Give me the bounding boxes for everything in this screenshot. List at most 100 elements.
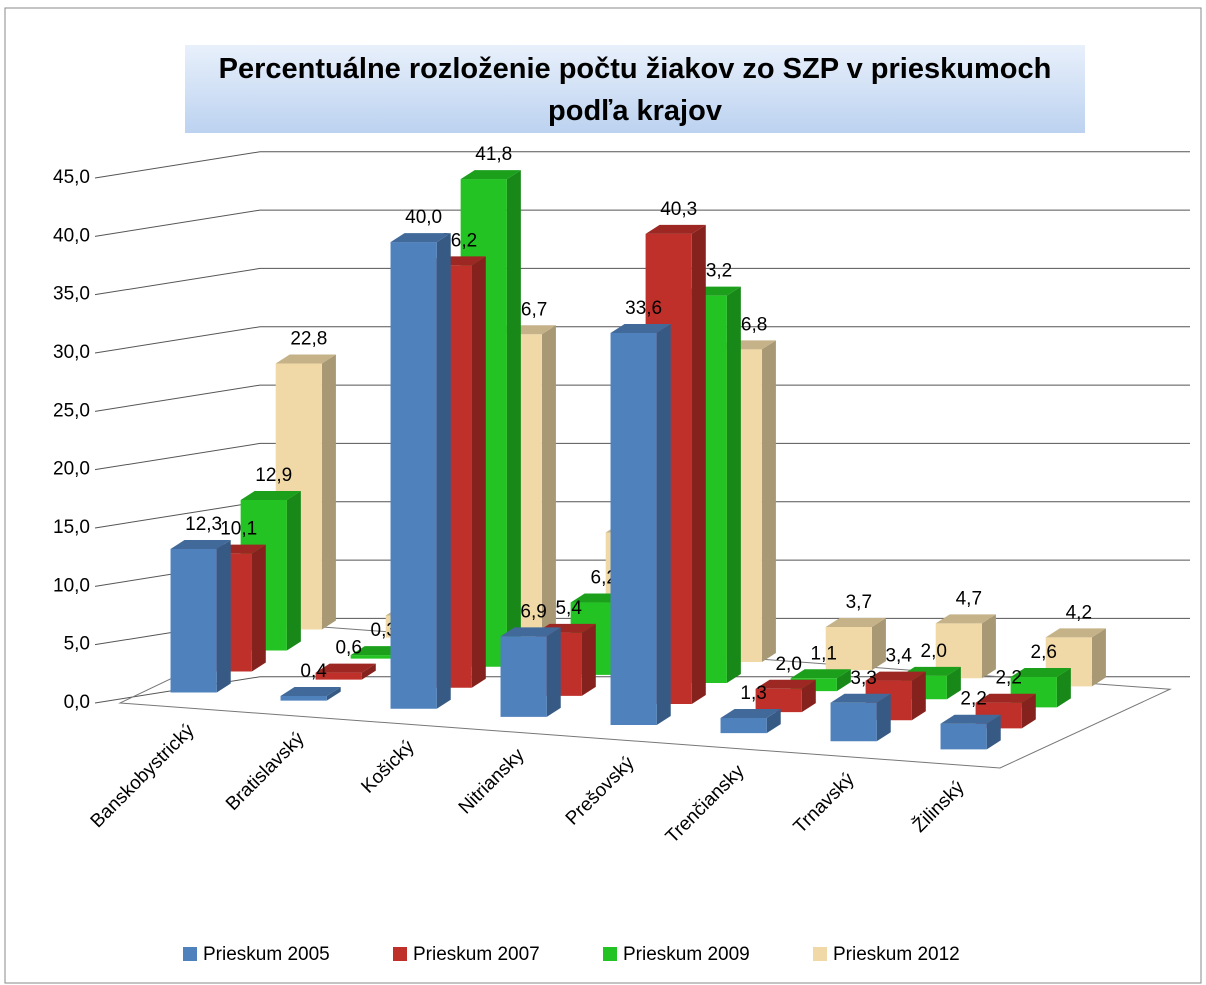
bar-side <box>656 324 671 725</box>
data-label: 2,2 <box>995 668 1021 689</box>
data-label: 2,2 <box>960 689 986 710</box>
bar <box>940 723 987 750</box>
bar-side <box>761 340 776 662</box>
y-tick-label: 40,0 <box>53 225 90 246</box>
bar-top <box>500 627 561 637</box>
data-label: 12,9 <box>255 465 292 486</box>
chart-border <box>4 7 1202 984</box>
bar-side <box>541 325 556 646</box>
bar <box>720 717 767 734</box>
bar-side <box>361 663 376 680</box>
bar-side <box>1056 668 1071 708</box>
data-label: 10,1 <box>220 519 257 540</box>
bar-side <box>801 679 816 713</box>
bar-top <box>610 324 671 333</box>
bar-top <box>975 693 1036 703</box>
bar-side <box>871 617 886 671</box>
bar-side <box>876 693 891 742</box>
bar-top <box>275 354 336 364</box>
legend-swatch <box>603 947 617 961</box>
bar <box>610 333 657 725</box>
bar-side <box>321 354 336 630</box>
bar <box>825 626 872 671</box>
bar-side <box>506 170 521 667</box>
bar <box>500 636 547 717</box>
bar-side <box>216 540 231 693</box>
bar <box>390 242 437 709</box>
bar <box>315 672 362 680</box>
grid-line <box>94 151 1190 179</box>
data-label: 3,3 <box>850 668 876 689</box>
data-label: 4,7 <box>956 588 982 609</box>
grid-line <box>94 326 1190 354</box>
bar-top <box>460 170 521 180</box>
bar-top <box>170 540 231 549</box>
bar-top <box>720 708 781 718</box>
plot-area: 0,0 5,0 10,0 15,0 20,0 25,0 30,0 35,0 40,0 45,0 22… <box>53 144 1190 848</box>
bar-side <box>581 623 596 696</box>
bar <box>830 702 877 742</box>
data-label: 33,6 <box>625 298 662 319</box>
y-tick-label: 30,0 <box>53 342 90 363</box>
bar <box>170 549 217 693</box>
legend-label: Prieskum 2009 <box>623 944 750 965</box>
data-label: 41,8 <box>475 144 512 165</box>
chart-title: Percentuálne rozloženie počtu žiakov zo … <box>218 53 1052 127</box>
bar-side <box>691 224 706 705</box>
legend: Prieskum 2005 Prieskum 2007 Prieskum 2009 P… <box>183 944 960 965</box>
bar-side <box>1091 628 1106 687</box>
data-label: 4,2 <box>1066 602 1092 623</box>
data-label: 0,3 <box>371 620 397 641</box>
bar-top <box>1010 668 1071 678</box>
data-label: 6,2 <box>591 568 617 589</box>
bar <box>280 695 327 701</box>
title-box <box>185 45 1085 133</box>
bar-top <box>390 233 451 243</box>
data-label: 40,3 <box>660 199 697 220</box>
y-tick-label: 10,0 <box>53 575 90 596</box>
bar-side <box>326 686 341 701</box>
grid-line <box>94 209 1190 237</box>
y-tick-label: 0,0 <box>64 692 90 713</box>
bar <box>350 655 397 659</box>
bar-side <box>766 708 781 734</box>
data-label: 1,1 <box>811 643 837 664</box>
bar-side <box>471 256 486 688</box>
bar-side <box>986 714 1001 750</box>
data-label: 6,9 <box>520 601 546 622</box>
bar-side <box>946 666 961 700</box>
bar-side <box>911 671 926 721</box>
y-tick-label: 35,0 <box>53 284 90 305</box>
bar-side <box>436 233 451 709</box>
bar-top <box>280 686 341 696</box>
bar-side <box>726 286 741 683</box>
bar-side <box>286 491 301 651</box>
data-label: 2,0 <box>921 641 947 662</box>
data-label: 2,0 <box>775 654 801 675</box>
bar-top <box>755 679 816 689</box>
data-label: 22,8 <box>290 329 327 350</box>
bar-top <box>645 224 706 234</box>
bar-top <box>935 614 996 624</box>
legend-label: Prieskum 2007 <box>413 944 540 965</box>
bar-top <box>315 663 376 673</box>
bar-top <box>865 671 926 681</box>
bar-top <box>1045 628 1106 638</box>
legend-swatch <box>393 947 407 961</box>
y-tick-label: 15,0 <box>53 517 90 538</box>
y-tick-label: 25,0 <box>53 400 90 421</box>
title-wrap: Percentuálne rozloženie počtu žiakov zo … <box>218 53 1052 127</box>
bar-top <box>240 491 301 500</box>
bar-top <box>825 617 886 627</box>
bar-side <box>546 627 561 717</box>
bar-top <box>940 714 1001 724</box>
y-tick-label: 20,0 <box>53 459 90 480</box>
legend-label: Prieskum 2012 <box>833 944 960 965</box>
data-label: 5,4 <box>555 598 582 619</box>
bar-side <box>1021 693 1036 729</box>
data-label: 2,6 <box>1031 642 1057 663</box>
legend-swatch <box>183 947 197 961</box>
bar-side <box>836 669 851 692</box>
legend-label: Prieskum 2005 <box>203 944 330 965</box>
